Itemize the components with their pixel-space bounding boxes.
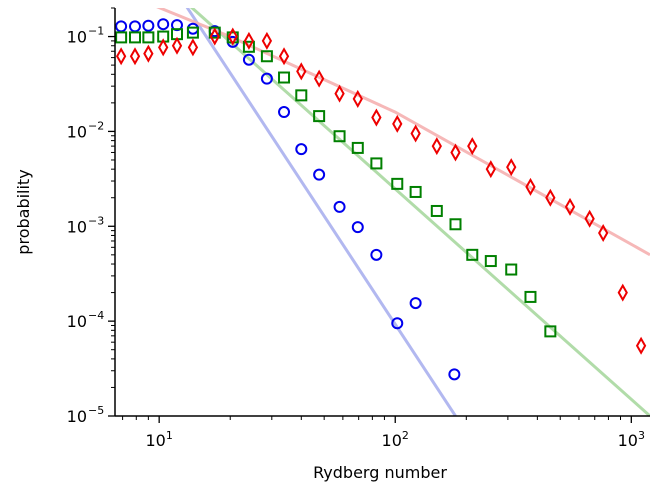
data-point-square: [115, 31, 128, 44]
data-point-square: [142, 31, 155, 44]
data-point-circle: [409, 297, 422, 310]
x-tick-label: 102: [382, 429, 409, 450]
data-points: [115, 18, 647, 381]
data-point-diamond: [584, 209, 595, 228]
data-point-square: [449, 218, 462, 231]
data-point-diamond: [227, 27, 238, 46]
y-tick-label: 10: [67, 217, 87, 236]
data-point-circle: [313, 168, 326, 181]
data-point-diamond: [467, 137, 478, 156]
data-point-diamond: [261, 31, 273, 50]
data-point-circle: [186, 22, 199, 35]
data-point-square: [484, 255, 497, 268]
data-point-square: [278, 71, 291, 84]
data-point-diamond: [371, 108, 382, 127]
x-tick-exponent: 2: [402, 429, 409, 442]
data-point-diamond: [313, 69, 325, 88]
data-point-square: [430, 204, 443, 217]
data-point-diamond: [143, 44, 154, 63]
data-point-square: [333, 130, 346, 143]
data-point-diamond: [352, 89, 363, 108]
data-point-square: [370, 157, 383, 170]
data-point-square: [391, 177, 404, 190]
data-point-circle: [278, 106, 291, 119]
x-tick-label: 103: [618, 429, 645, 450]
data-point-diamond: [635, 336, 647, 355]
data-point-circle: [242, 53, 255, 66]
fit-lines: [156, 8, 650, 416]
data-point-diamond: [209, 27, 220, 46]
data-point-square: [186, 26, 199, 39]
data-point-diamond: [564, 197, 576, 216]
y-tick-label: 10: [67, 312, 87, 331]
x-tick-exponent: 3: [638, 429, 645, 442]
data-point-diamond: [171, 36, 183, 55]
data-point-diamond: [334, 84, 345, 103]
y-tick-label: 10: [67, 28, 87, 47]
data-point-circle: [295, 143, 308, 156]
data-point-square: [524, 290, 537, 303]
data-point-diamond: [485, 160, 496, 179]
data-point-square: [466, 248, 479, 261]
data-point-square: [409, 185, 422, 198]
data-point-circle: [128, 20, 141, 33]
data-point-square: [242, 40, 255, 53]
data-point-diamond: [129, 47, 141, 66]
fit-line-circle: [185, 8, 457, 416]
data-point-circle: [351, 221, 364, 234]
data-point-square: [351, 141, 364, 154]
data-point-circle: [448, 368, 461, 381]
data-point-square: [544, 325, 557, 338]
data-point-square: [295, 89, 308, 102]
data-point-diamond: [410, 124, 421, 143]
y-tick-exponent: −1: [88, 25, 104, 38]
fit-line-square: [189, 8, 650, 416]
data-point-circle: [370, 248, 383, 261]
data-point-diamond: [617, 283, 628, 302]
data-point-diamond: [431, 137, 442, 156]
data-point-diamond: [243, 31, 255, 50]
data-point-diamond: [450, 143, 461, 162]
data-point-diamond: [506, 158, 517, 177]
data-point-diamond: [296, 62, 307, 81]
data-point-diamond: [598, 223, 609, 242]
y-tick-exponent: −2: [88, 119, 104, 132]
x-tick-label: 101: [145, 429, 172, 450]
data-point-circle: [260, 72, 273, 85]
data-point-circle: [142, 19, 155, 32]
data-point-circle: [391, 317, 404, 330]
data-point-diamond: [392, 114, 403, 133]
y-tick-label: 10: [67, 407, 87, 426]
data-point-square: [260, 50, 273, 63]
x-tick-exponent: 1: [166, 429, 173, 442]
data-point-diamond: [525, 177, 536, 196]
data-point-circle: [157, 18, 170, 31]
data-point-diamond: [278, 47, 290, 66]
fit-line-diamond: [156, 8, 650, 257]
data-point-diamond: [158, 38, 169, 57]
data-point-square: [313, 110, 326, 123]
data-point-square: [128, 31, 141, 44]
y-tick-exponent: −4: [88, 309, 104, 322]
y-tick-exponent: −5: [88, 404, 104, 417]
y-axis-label: probability: [14, 169, 33, 254]
data-point-circle: [115, 20, 128, 33]
y-tick-label: 10: [67, 122, 87, 141]
data-point-square: [505, 263, 518, 276]
y-tick-exponent: −3: [88, 214, 104, 227]
data-point-diamond: [187, 38, 199, 57]
data-point-diamond: [545, 188, 556, 207]
x-axis-label: Rydberg number: [313, 463, 447, 482]
data-point-circle: [333, 200, 346, 213]
data-point-diamond: [115, 47, 127, 66]
